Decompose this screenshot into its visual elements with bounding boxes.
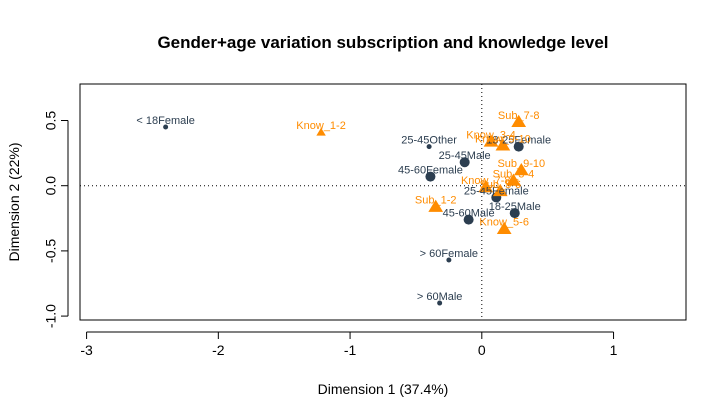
point-label: Sub_9-10 — [497, 158, 545, 170]
point-label: > 60Female — [420, 248, 478, 260]
point-label: > 60Male — [417, 291, 463, 303]
plot-frame — [79, 83, 687, 321]
point-label: 45-60Male — [443, 208, 495, 220]
point-label: Sub_5-6 — [479, 179, 521, 191]
x-axis-title: Dimension 1 (37.4%) — [318, 381, 449, 397]
data-point — [513, 141, 524, 152]
point-label: 45-60Female — [398, 165, 463, 177]
x-axis: -3 -2 -1 0 1 — [80, 331, 618, 358]
data-point — [463, 214, 474, 225]
x-tick-label: 1 — [610, 342, 618, 358]
data-point — [506, 173, 521, 186]
x-tick-label: -3 — [80, 342, 93, 358]
point-label: Know_9-10 — [475, 133, 531, 145]
point-label: 18-25Male — [489, 201, 541, 213]
data-point — [513, 163, 529, 176]
data-point — [511, 114, 527, 128]
points-layer — [163, 114, 529, 306]
point-label: Sub_1-2 — [415, 195, 457, 207]
y-axis-title: Dimension 2 (22%) — [6, 142, 22, 261]
data-point — [425, 171, 436, 182]
point-label: < 18Female — [136, 115, 194, 127]
data-point — [478, 180, 494, 193]
y-tick-label: -1.0 — [43, 304, 59, 328]
x-tick-label: 0 — [478, 342, 486, 358]
data-point — [428, 199, 444, 212]
data-point — [509, 208, 520, 219]
x-tick-label: -1 — [344, 342, 357, 358]
point-label: 25-45Male — [439, 150, 491, 162]
y-tick-label: 0.5 — [43, 111, 59, 131]
data-point — [163, 124, 169, 130]
data-point — [459, 157, 470, 168]
point-label: Know_1-2 — [296, 120, 346, 132]
y-tick-label: 0.0 — [43, 176, 59, 196]
data-point — [446, 257, 452, 263]
data-point — [426, 144, 432, 150]
point-label: Know_5-6 — [479, 217, 529, 229]
reference-lines — [80, 84, 686, 320]
data-point — [495, 138, 511, 151]
labels-layer: < 18Female 25-45Other 18-25Female 25-45Male… — [136, 110, 551, 303]
point-label: 18-25Female — [486, 135, 551, 147]
data-point — [437, 300, 443, 306]
data-point — [492, 183, 508, 197]
y-tick-label: -0.5 — [43, 239, 59, 263]
point-label: Sub_7-8 — [498, 110, 540, 122]
x-tick-label: -2 — [212, 342, 225, 358]
point-label: Sub_3-4 — [493, 168, 535, 180]
point-label: Know_3-4 — [466, 129, 516, 141]
chart-title: Gender+age variation subscription and kn… — [157, 33, 608, 52]
data-point — [496, 221, 512, 234]
point-label: 25-45Female — [464, 185, 529, 197]
point-label: Know_7-8 — [461, 175, 511, 187]
point-label: 25-45Other — [401, 135, 457, 147]
data-point — [316, 127, 326, 136]
y-axis: -1.0 -0.5 0.0 0.5 — [43, 111, 69, 328]
data-point — [483, 134, 499, 147]
